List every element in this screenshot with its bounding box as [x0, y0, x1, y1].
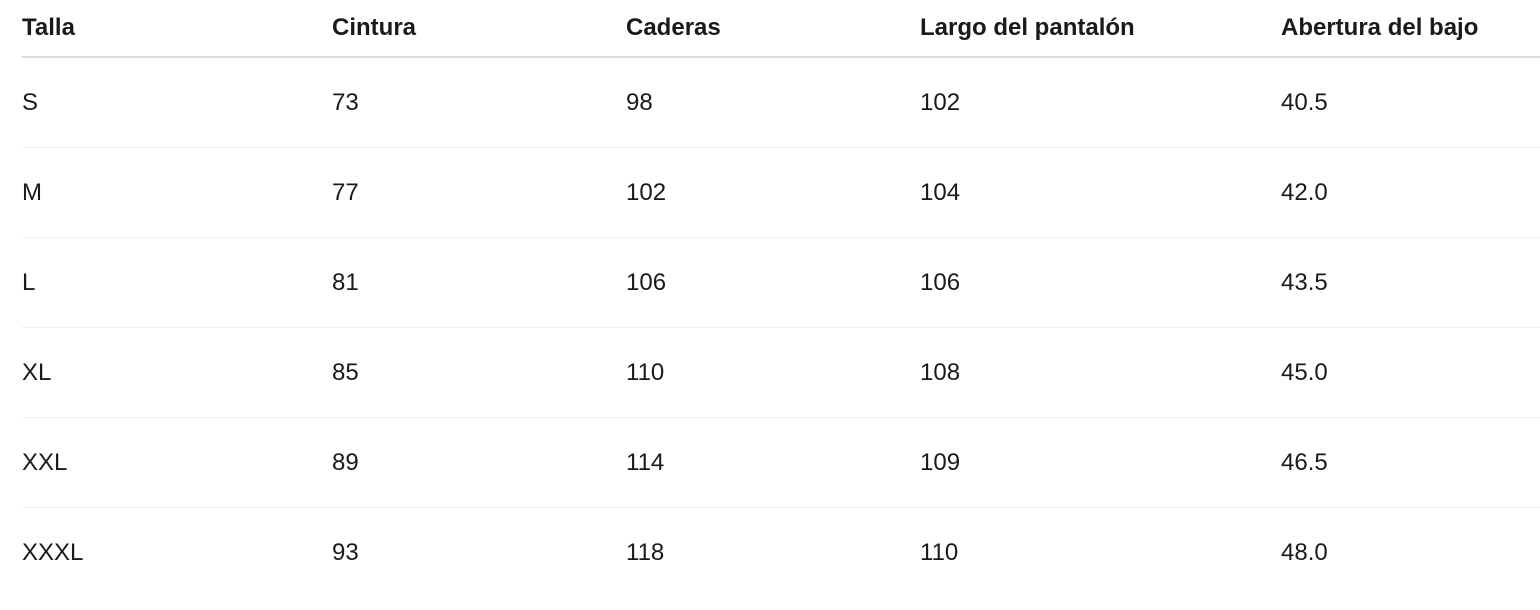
- cell-talla: XXL: [22, 417, 332, 508]
- table-row: L 81 106 106 43.5: [22, 237, 1540, 328]
- cell-largo: 109: [920, 417, 1281, 508]
- header-largo: Largo del pantalón: [920, 0, 1281, 58]
- header-cintura: Cintura: [332, 0, 626, 58]
- size-chart-table: Talla Cintura Caderas Largo del pantalón…: [22, 0, 1540, 597]
- header-row: Talla Cintura Caderas Largo del pantalón…: [22, 0, 1540, 58]
- cell-caderas: 110: [626, 327, 920, 418]
- cell-largo: 110: [920, 538, 959, 566]
- cell-largo: 106: [920, 237, 1281, 328]
- cell-talla: L: [22, 237, 332, 328]
- table-body: S 73 98 102 40.5 M 77 102 104 42.0 L 81 106 106 43.5 XL…: [22, 57, 1540, 597]
- cell-abertura: 42.0: [1281, 147, 1540, 238]
- cell-abertura: 40.5: [1281, 57, 1540, 148]
- cell-abertura: 45.0: [1281, 327, 1540, 418]
- cell-abertura: 46.5: [1281, 417, 1540, 508]
- cell-cintura: 77: [332, 147, 626, 238]
- cell-caderas: 102: [626, 147, 920, 238]
- table-row: XXL 89 114 109 46.5: [22, 417, 1540, 508]
- table-row: S 73 98 102 40.5: [22, 57, 1540, 148]
- cell-cintura: 73: [332, 57, 626, 148]
- cell-talla: XXXL: [22, 538, 84, 566]
- cell-caderas: 114: [626, 417, 920, 508]
- cell-caderas: 106: [626, 237, 920, 328]
- cell-abertura: 43.5: [1281, 237, 1540, 328]
- header-abertura: Abertura del bajo: [1281, 0, 1540, 58]
- cell-talla: S: [22, 57, 332, 148]
- cell-abertura: 48.0: [1281, 538, 1328, 566]
- table-row: XXXL 93 118 110 48.0: [22, 508, 1540, 598]
- cell-largo: 102: [920, 57, 1281, 148]
- table-row: M 77 102 104 42.0: [22, 147, 1540, 238]
- cell-caderas: 118: [626, 538, 665, 566]
- cell-cintura: 93: [332, 538, 359, 566]
- table-row: XL 85 110 108 45.0: [22, 327, 1540, 418]
- table-header: Talla Cintura Caderas Largo del pantalón…: [22, 0, 1540, 58]
- cell-caderas: 98: [626, 57, 920, 148]
- header-talla: Talla: [22, 0, 332, 58]
- cell-cintura: 89: [332, 417, 626, 508]
- header-caderas: Caderas: [626, 0, 920, 58]
- cell-talla: XL: [22, 327, 332, 418]
- cell-cintura: 81: [332, 237, 626, 328]
- cell-cintura: 85: [332, 327, 626, 418]
- cell-largo: 104: [920, 147, 1281, 238]
- cell-talla: M: [22, 147, 332, 238]
- cell-largo: 108: [920, 327, 1281, 418]
